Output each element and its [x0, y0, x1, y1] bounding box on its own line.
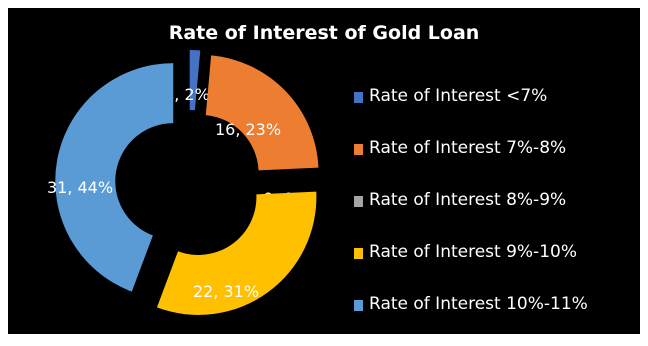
- legend-label: Rate of Interest <7%: [369, 86, 548, 106]
- legend: Rate of Interest <7% Rate of Interest 7%-…: [354, 86, 640, 346]
- donut-slice-2: [205, 55, 319, 171]
- legend-item: Rate of Interest 10%-11%: [354, 294, 640, 346]
- donut-slice-5: [55, 63, 174, 292]
- legend-item: Rate of Interest <7%: [354, 86, 640, 138]
- chart-title: Rate of Interest of Gold Loan: [168, 22, 480, 44]
- legend-swatch: [354, 144, 363, 155]
- chart-area: Rate of Interest of Gold Loan 1, 2% 16, 2…: [8, 8, 640, 334]
- legend-swatch: [354, 196, 363, 207]
- data-label-slice-5: 31, 44%: [47, 178, 113, 197]
- legend-swatch: [354, 300, 363, 311]
- donut-slice-1: [189, 50, 201, 111]
- legend-label: Rate of Interest 10%-11%: [369, 294, 588, 314]
- legend-swatch: [354, 92, 363, 103]
- legend-item: Rate of Interest 9%-10%: [354, 242, 640, 294]
- data-label-slice-4: 22, 31%: [193, 282, 259, 301]
- donut-slice-4: [156, 191, 317, 315]
- legend-item: Rate of Interest 8%-9%: [354, 190, 640, 242]
- legend-item: Rate of Interest 7%-8%: [354, 138, 640, 190]
- legend-swatch: [354, 248, 363, 259]
- donut-chart: 1, 2%16, 23%0, 0%22, 31%31, 44%: [47, 50, 319, 315]
- legend-label: Rate of Interest 8%-9%: [369, 190, 567, 210]
- legend-label: Rate of Interest 9%-10%: [369, 242, 577, 262]
- data-label-slice-2: 16, 23%: [215, 120, 281, 139]
- data-label-slice-1: 1, 2%: [164, 85, 210, 104]
- legend-label: Rate of Interest 7%-8%: [369, 138, 567, 158]
